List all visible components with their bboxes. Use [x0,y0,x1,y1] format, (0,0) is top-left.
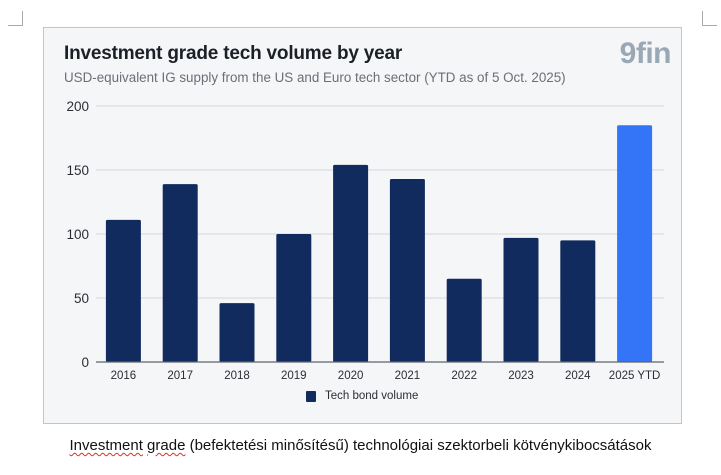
crop-mark-top-left [8,11,23,26]
caption-word-misspelled[interactable]: Investment [69,437,143,454]
bar-2016 [105,219,141,362]
bar-2018 [219,303,255,362]
figure-caption: Investment grade (befektetési minősítésű… [0,437,721,454]
x-tick-label: 2024 [565,370,591,382]
chart-subtitle: USD-equivalent IG supply from the US and… [64,70,566,85]
x-tick-label: 2025 YTD [609,370,661,382]
x-tick-label: 2022 [451,370,477,382]
x-tick-label: 2021 [395,370,421,382]
bar-2024 [560,240,596,362]
chart-title: Investment grade tech volume by year [64,43,403,64]
caption-word-misspelled[interactable]: grade [147,437,186,454]
x-tick-label: 2019 [281,370,307,382]
x-tick-label: 2023 [508,370,534,382]
crop-mark-top-right [702,11,717,26]
legend: Tech bond volume [306,390,418,402]
caption-text: (befektetési minősítésű) technológiai sz… [185,437,652,454]
legend-label: Tech bond volume [325,390,419,402]
y-tick-label: 200 [66,99,89,114]
y-tick-label: 0 [81,355,89,370]
bar-2023 [503,237,539,362]
bar-2019 [276,234,312,362]
y-tick-label: 50 [74,291,89,306]
x-tick-label: 2020 [338,370,364,382]
y-tick-label: 150 [66,163,89,178]
bar-2025-ytd [617,125,653,362]
legend-swatch [306,390,316,402]
x-tick-label: 2017 [167,370,193,382]
bar-2020 [333,164,369,362]
bar-2022 [446,278,482,362]
y-tick-label: 100 [66,227,89,242]
brand-logo: 9fin [619,37,672,70]
chart-image: Investment grade tech volume by year USD… [43,27,682,424]
bar-2017 [162,184,198,362]
x-tick-label: 2018 [224,370,250,382]
bar-chart-plot: 0 50 100 150 200 2016 2017 2018 2019 2020 2021 2022… [66,99,664,382]
bar-2021 [389,178,425,362]
x-tick-label: 2016 [111,370,137,382]
